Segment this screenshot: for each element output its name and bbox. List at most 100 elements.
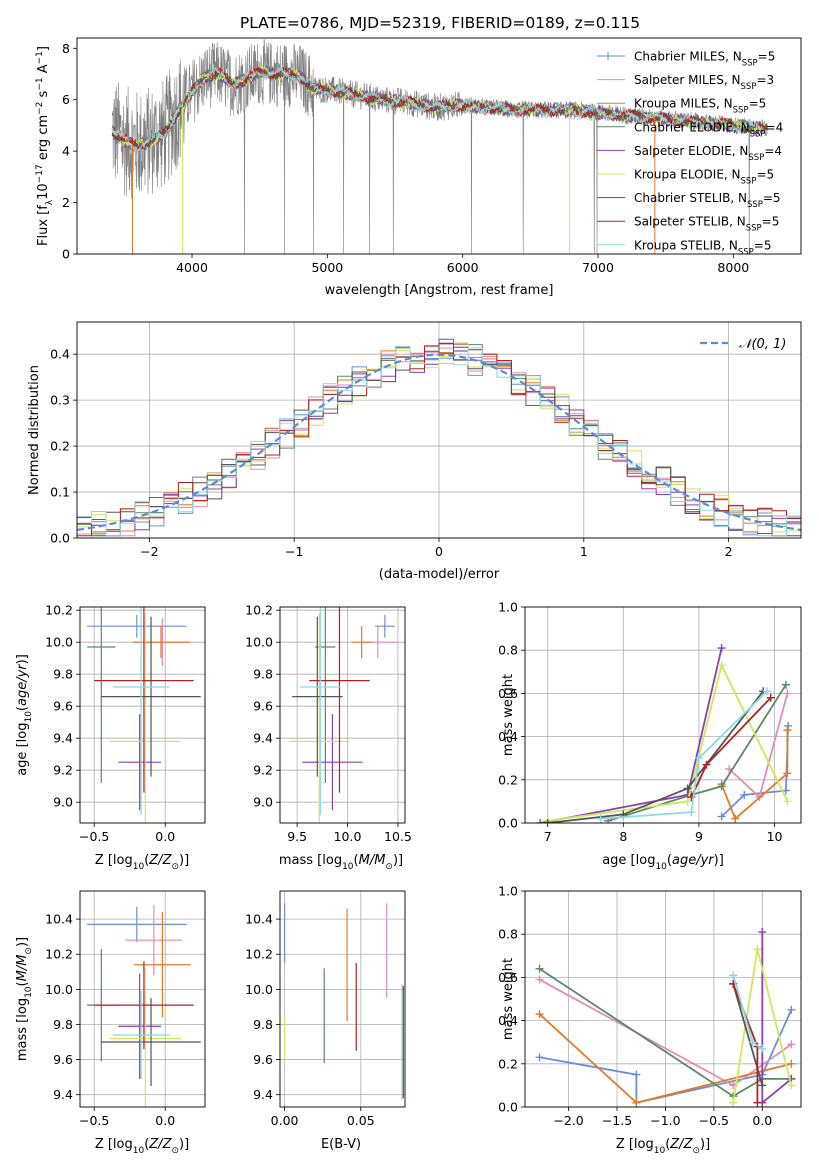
y-tick-label: 2: [62, 195, 70, 210]
label-part: erg cm: [36, 115, 51, 164]
y-tick-label: 0.2: [50, 439, 70, 454]
x-tick-label: 6000: [447, 260, 479, 275]
weight-point: [632, 1098, 641, 1107]
weight-point: [702, 760, 711, 769]
y-tick-label: 9.4: [253, 731, 273, 746]
y-tick-label: 10.4: [245, 912, 273, 927]
weight-point: [783, 726, 792, 735]
label-part: 10: [24, 986, 34, 998]
legend-label-sub: SSP: [741, 82, 757, 92]
weight-point: [783, 769, 792, 778]
label-part: Z [log: [95, 1137, 133, 1152]
x-tick-label: 10.0: [334, 829, 362, 844]
weight-vs-age-xlabel: age [log10(age/yr)]: [602, 853, 724, 872]
mass-vs-Z-axes: −0.5 0.0 9.4 9.6 9.8 10.0 10.2 10.4: [45, 891, 205, 1128]
legend-label: Chabrier MILES, NSSP=5: [634, 50, 775, 69]
legend-label-n: =4: [766, 120, 784, 134]
weight-point: [717, 644, 726, 653]
weight-point: [596, 814, 605, 823]
label-part: age/yr: [672, 853, 715, 868]
x-tick-label: −1.5: [602, 1113, 632, 1128]
weight-vs-age-ylabel: mass weight: [501, 674, 516, 756]
age-vs-mass-axes: 9.5 10.0 10.5 9.0 9.2 9.4 9.6 9.8 10.0 10.2: [245, 603, 412, 844]
y-tick-label: 8: [62, 41, 70, 56]
age-vs-Z-frame: [79, 606, 206, 824]
x-tick-label: 4000: [176, 260, 208, 275]
residual-plot: [77, 338, 801, 537]
legend-label: Salpeter MILES, NSSP=3: [634, 73, 774, 92]
legend-label-n: =5: [763, 191, 781, 205]
y-tick-label: 9.0: [253, 795, 273, 810]
label-part: −17: [35, 164, 45, 183]
legend-label-sub: SSP: [741, 177, 757, 187]
y-tick-label: 9.6: [53, 1052, 73, 1067]
mass-vs-Z-frame: [79, 890, 206, 1108]
legend-label-sub: SSP: [750, 129, 766, 139]
legend-label: Salpeter STELIB, NSSP=5: [634, 215, 779, 234]
weight-point: [781, 680, 790, 689]
legend-label-sub: SSP: [738, 247, 754, 257]
label-part: 10: [24, 711, 34, 723]
age-vs-mass-plot: [289, 607, 398, 823]
y-tick-label: 0.8: [498, 643, 518, 658]
y-tick-label: 0.8: [498, 927, 518, 942]
weight-point: [787, 1040, 796, 1049]
x-tick-label: 7: [544, 829, 552, 844]
legend-label-sub: SSP: [746, 224, 762, 234]
weight-point: [729, 971, 738, 980]
weight-line-3: [720, 730, 789, 821]
age-vs-Z-ylabel: age [log10(age/yr)]: [15, 654, 34, 776]
label-part: M/M: [359, 853, 386, 868]
normal-curve: [77, 353, 801, 531]
weight-point: [762, 687, 771, 696]
y-tick-label: 9.8: [253, 1017, 273, 1032]
x-tick-label: 5000: [311, 260, 343, 275]
y-tick-label: 0.6: [498, 970, 518, 985]
weight-point: [787, 1081, 796, 1090]
label-part: Z [log: [95, 853, 133, 868]
label-part: mass [log: [279, 853, 342, 868]
y-tick-label: 9.8: [253, 667, 273, 682]
weight-point: [694, 754, 703, 763]
label-part: (: [665, 1137, 670, 1152]
weight-point: [748, 1038, 757, 1047]
figure-title: PLATE=0786, MJD=52319, FIBERID=0189, z=0…: [240, 14, 640, 32]
weight-point: [758, 1081, 767, 1090]
label-part: Z/Z: [669, 1137, 693, 1152]
mass-vs-EBV-plot: [283, 903, 404, 1100]
legend-label: Salpeter ELODIE, NSSP=4: [634, 144, 782, 163]
label-part: ⊙: [171, 1146, 179, 1156]
y-tick-label: 10.2: [45, 947, 73, 962]
weight-point: [535, 964, 544, 973]
x-tick-label: 0.00: [271, 1113, 299, 1128]
x-tick-label: 0.0: [752, 1113, 772, 1128]
weight-point: [536, 819, 545, 823]
y-tick-label: 9.6: [253, 699, 273, 714]
label-part: )]: [393, 853, 403, 868]
label-part: s: [36, 90, 51, 101]
y-tick-label: 0.2: [498, 1056, 518, 1071]
y-tick-label: 10.2: [245, 947, 273, 962]
residual-legend: 𝒩(0, 1): [700, 337, 786, 352]
x-tick-label: 8000: [717, 260, 749, 275]
model-line-9: [111, 66, 768, 152]
residual-histogram-7: [77, 343, 801, 537]
label-part: 10: [654, 1146, 666, 1156]
legend-label-sub: SSP: [748, 153, 764, 163]
weight-point: [729, 1098, 738, 1107]
x-tick-label: 0.0: [155, 1113, 175, 1128]
y-tick-label: 6: [62, 92, 70, 107]
label-part: (: [354, 853, 359, 868]
weight-point: [717, 812, 726, 821]
y-tick-label: 0.0: [498, 816, 518, 831]
y-tick-label: 0.0: [50, 531, 70, 546]
label-part: ⊙: [385, 862, 393, 872]
weight-line-4: [607, 684, 787, 822]
x-tick-label: −0.5: [699, 1113, 729, 1128]
legend-label-n: =5: [758, 50, 776, 64]
legend-label-n: =5: [754, 238, 772, 252]
y-tick-label: 10.2: [45, 603, 73, 618]
weight-vs-Z-plot: [535, 928, 796, 1107]
mass-vs-Z-xlabel: Z [log10(Z/Z⊙)]: [95, 1137, 189, 1156]
spectrum-legend: Chabrier MILES, NSSP=5 Salpeter MILES, NS…: [597, 50, 784, 257]
